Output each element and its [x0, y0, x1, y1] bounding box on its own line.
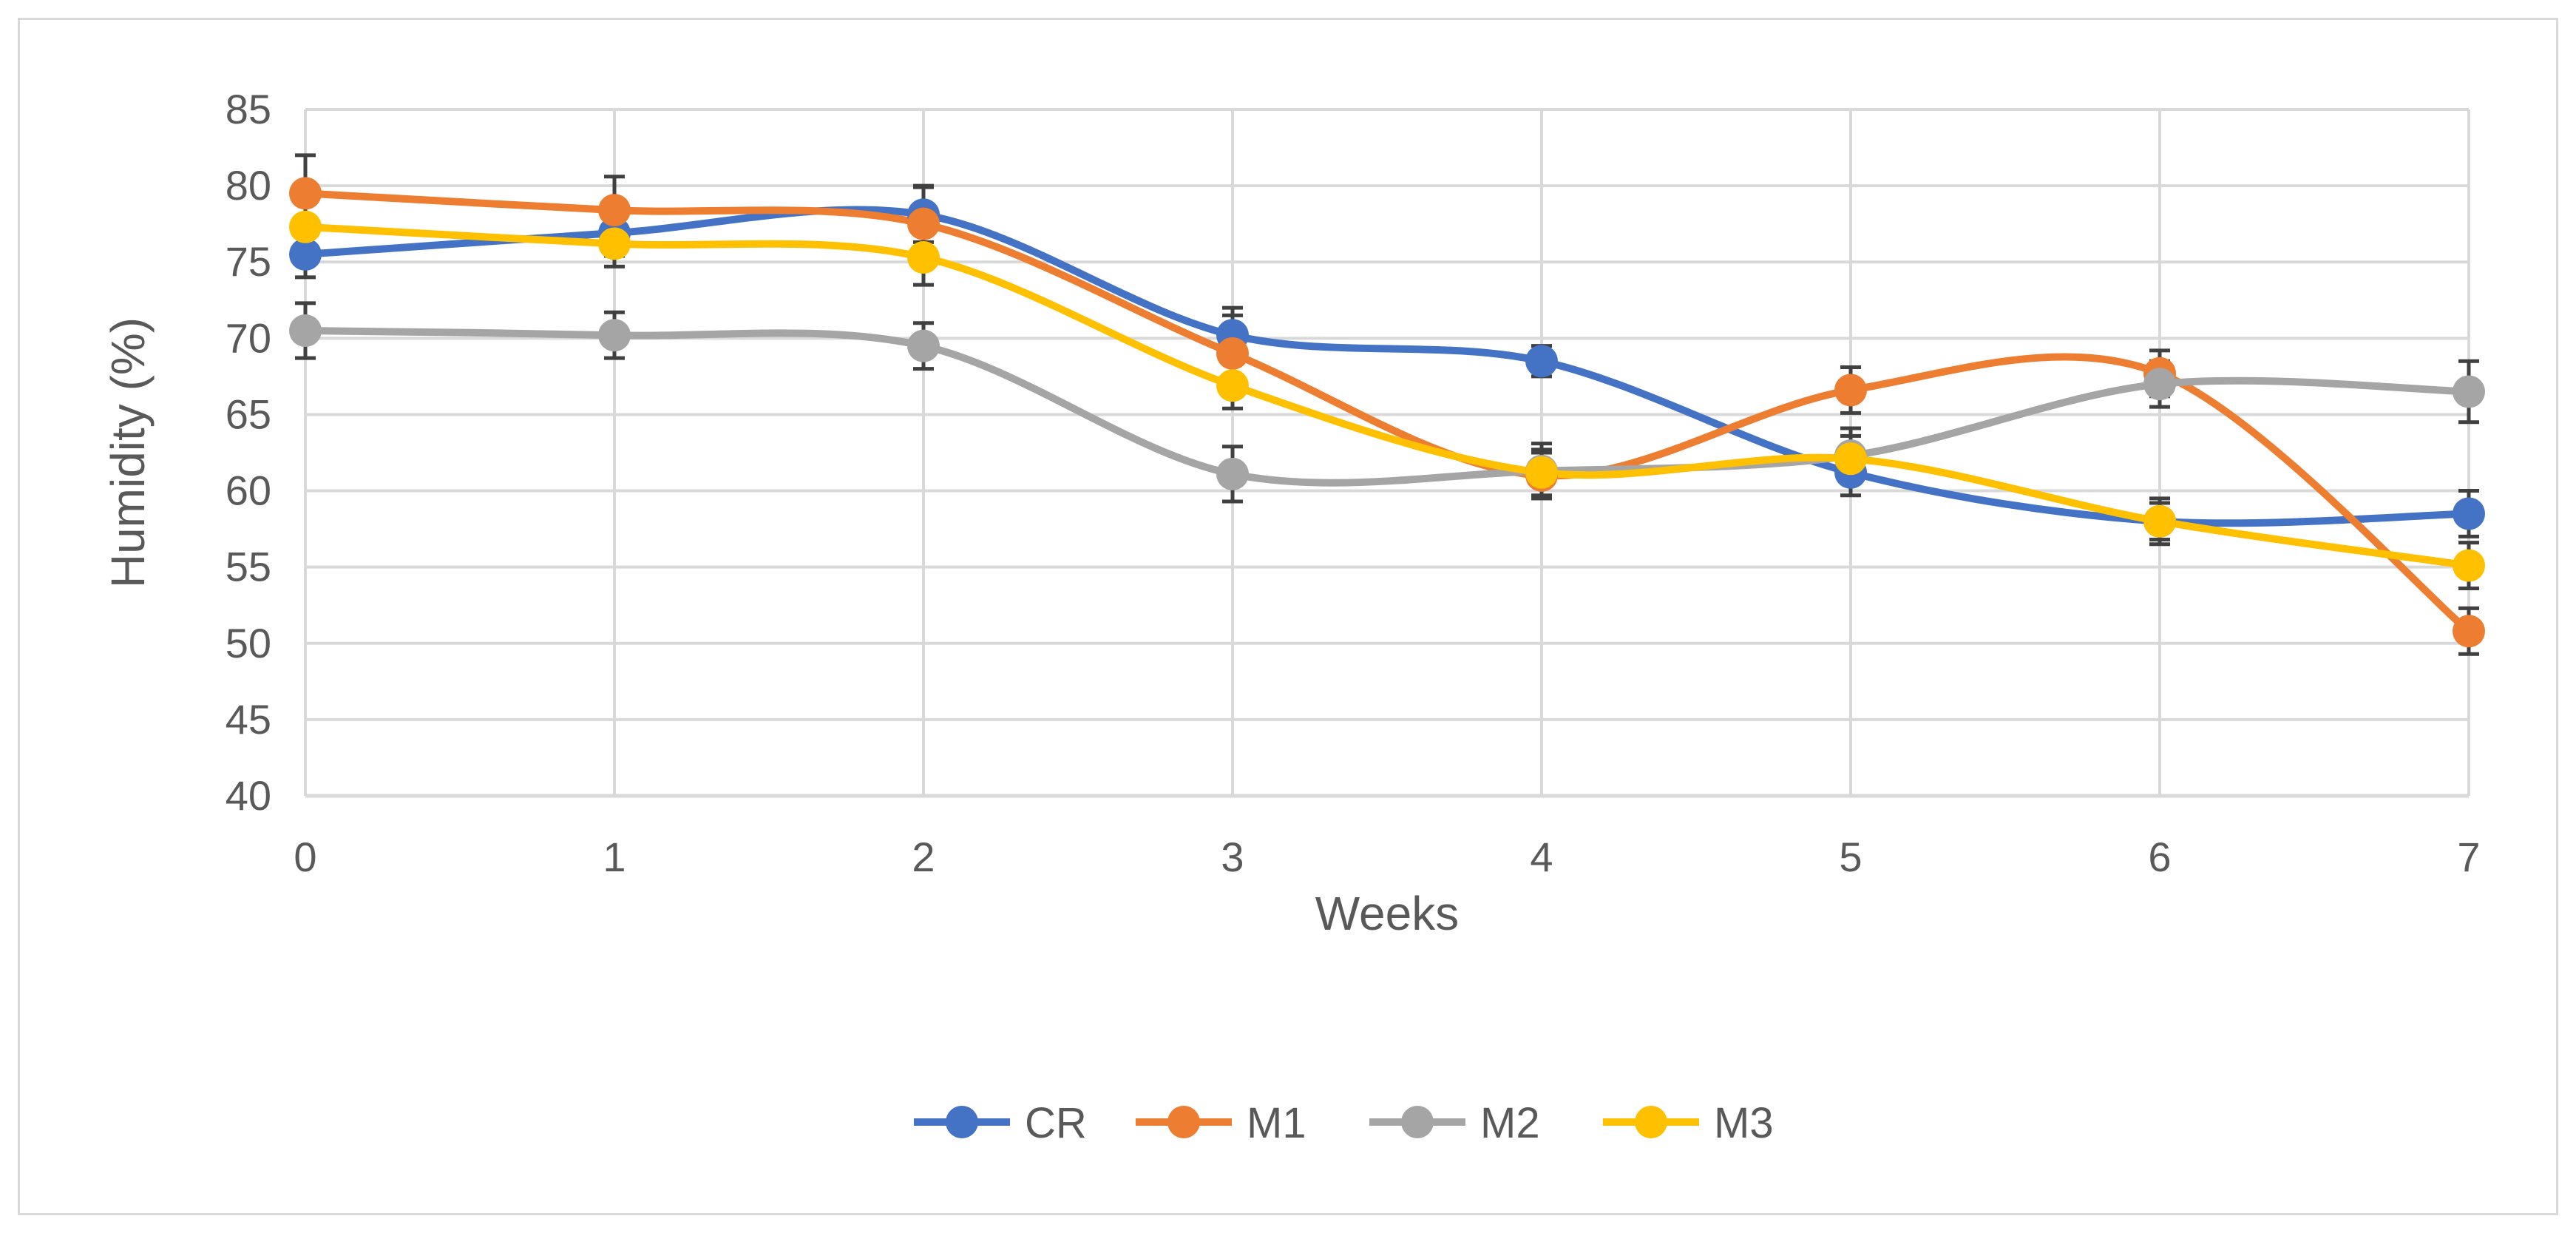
legend-label-m3: M3 — [1714, 1099, 1774, 1147]
data-point-m2 — [289, 314, 322, 348]
legend-label-m2: M2 — [1480, 1099, 1540, 1147]
data-point-m2 — [1216, 457, 1249, 490]
data-point-m1 — [1216, 337, 1249, 370]
y-tick-label: 55 — [226, 544, 271, 590]
x-axis-tick-labels: 0 1 2 3 4 5 6 7 — [294, 834, 2480, 880]
data-point-m1 — [289, 177, 322, 210]
legend-item-m3: M3 — [1603, 1099, 1774, 1147]
y-tick-label: 45 — [226, 696, 271, 743]
x-tick-label: 0 — [294, 834, 316, 880]
legend-label-cr: CR — [1025, 1099, 1087, 1147]
data-point-cr — [2453, 497, 2485, 530]
legend-swatch-marker — [1167, 1106, 1200, 1138]
data-point-m2 — [2143, 368, 2176, 401]
data-point-m3 — [907, 241, 940, 274]
y-tick-label: 65 — [226, 391, 271, 437]
y-tick-label: 60 — [226, 467, 271, 514]
y-tick-label: 75 — [226, 238, 271, 285]
data-point-m1 — [2453, 615, 2485, 648]
data-point-m3 — [1525, 456, 1558, 489]
data-point-m2 — [2453, 375, 2485, 408]
legend-swatch-marker — [946, 1106, 978, 1138]
x-tick-label: 7 — [2457, 834, 2480, 880]
data-point-m1 — [598, 194, 631, 227]
y-axis-title: Humidity (%) — [101, 317, 155, 588]
y-tick-label: 70 — [226, 314, 271, 361]
x-tick-label: 4 — [1530, 834, 1553, 880]
x-axis-title: Weeks — [1315, 887, 1459, 940]
y-tick-label: 85 — [226, 86, 271, 132]
x-tick-label: 5 — [1839, 834, 1862, 880]
data-point-m2 — [907, 329, 940, 362]
data-point-m3 — [598, 227, 631, 260]
data-markers — [289, 177, 2485, 648]
data-point-m3 — [2143, 504, 2176, 538]
x-tick-label: 2 — [912, 834, 935, 880]
y-tick-label: 80 — [226, 162, 271, 209]
y-axis-tick-labels: 40 45 50 55 60 65 70 75 80 85 — [226, 86, 271, 819]
legend-swatch-marker — [1635, 1106, 1667, 1138]
data-point-m1 — [907, 207, 940, 240]
data-point-m1 — [1834, 374, 1867, 407]
series-lines — [302, 189, 2472, 635]
y-tick-label: 50 — [226, 620, 271, 666]
series-line-m1 — [302, 189, 2472, 635]
series-line-cr — [302, 206, 2472, 527]
legend-swatch-marker — [1401, 1106, 1434, 1138]
data-point-m3 — [289, 210, 322, 243]
y-tick-label: 40 — [226, 772, 271, 819]
x-tick-label: 3 — [1221, 834, 1244, 880]
x-tick-label: 6 — [2148, 834, 2171, 880]
legend: CR M1 M2 M3 — [914, 1099, 1774, 1147]
legend-label-m1: M1 — [1247, 1099, 1306, 1147]
legend-item-cr: CR — [914, 1099, 1087, 1147]
data-point-m2 — [598, 319, 631, 352]
legend-item-m1: M1 — [1136, 1099, 1306, 1147]
legend-item-m2: M2 — [1369, 1099, 1540, 1147]
x-tick-label: 1 — [603, 834, 626, 880]
data-point-cr — [1525, 345, 1558, 378]
data-point-m3 — [1216, 369, 1249, 402]
data-point-m3 — [1834, 442, 1867, 476]
data-point-cr — [289, 237, 322, 271]
data-point-m3 — [2453, 549, 2485, 582]
series-line-m2 — [302, 327, 2472, 487]
series-line-m3 — [302, 223, 2472, 570]
